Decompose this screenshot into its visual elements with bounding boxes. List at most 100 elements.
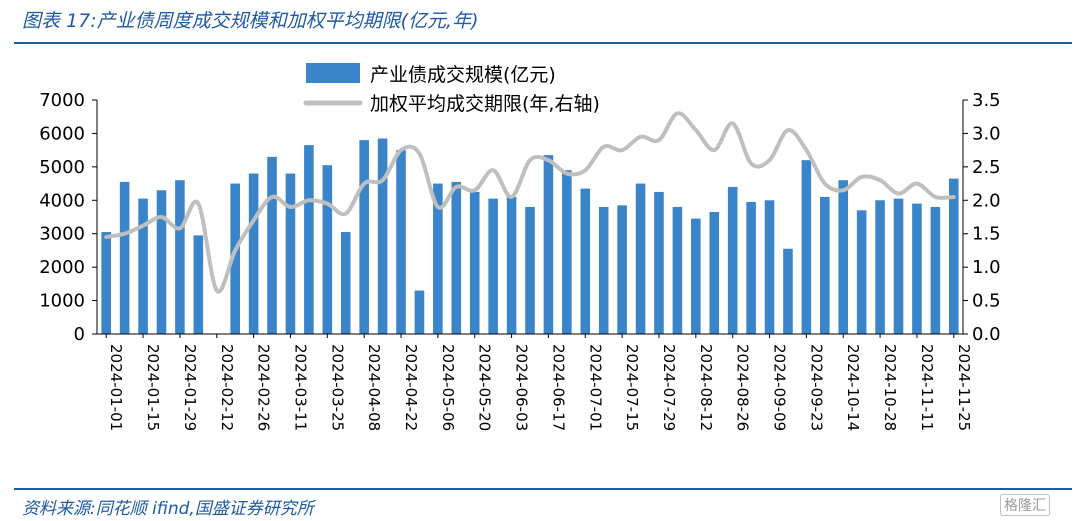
left-tick-label: 4000 — [39, 190, 85, 211]
bar — [451, 181, 462, 334]
bar — [801, 160, 812, 334]
bar — [322, 165, 333, 334]
left-tick-label: 1000 — [39, 291, 85, 312]
line-series — [104, 111, 956, 294]
left-tick-label: 3000 — [39, 224, 85, 245]
bar — [285, 173, 296, 334]
x-tick-label: 2024-04-08 — [365, 344, 383, 431]
right-tick-label: 0.0 — [972, 324, 1001, 345]
bar — [948, 178, 959, 334]
bar — [543, 155, 554, 334]
bar — [101, 232, 112, 334]
right-tick-label: 2.5 — [972, 157, 1001, 178]
bar — [414, 290, 425, 334]
bar — [912, 203, 922, 334]
x-tick-label: 2024-09-09 — [771, 344, 789, 431]
x-tick-label: 2024-10-28 — [881, 344, 899, 431]
left-tick-label: 2000 — [39, 257, 85, 278]
x-tick-label: 2024-05-20 — [476, 344, 494, 431]
bar — [580, 188, 591, 334]
bar — [433, 183, 443, 334]
bar — [562, 170, 572, 334]
bar — [727, 186, 738, 334]
bar — [746, 201, 756, 334]
bar — [691, 218, 701, 334]
bar — [617, 205, 627, 334]
footer-rule — [14, 488, 1072, 490]
left-tick-label: 5000 — [39, 157, 85, 178]
bar — [709, 211, 720, 334]
x-tick-label: 2024-08-26 — [734, 344, 752, 431]
bar — [820, 196, 830, 334]
bar — [267, 156, 277, 334]
bar — [838, 180, 849, 334]
duration-line — [104, 111, 956, 294]
bar — [340, 232, 351, 334]
bar — [469, 191, 480, 334]
bar — [598, 206, 609, 334]
axes: 0 1000 2000 3000 4000 5000 6000 7000 0.0 0.5 1.0 1.… — [39, 90, 1000, 431]
x-tick-label: 2024-02-12 — [218, 344, 236, 431]
x-tick-label: 2024-07-29 — [660, 344, 678, 431]
right-tick-label: 0.5 — [972, 291, 1001, 312]
x-tick-label: 2024-02-26 — [255, 344, 273, 431]
legend-label-line: 加权平均成交期限(年,右轴) — [370, 93, 600, 115]
bar — [525, 206, 535, 334]
x-tick-label: 2024-06-17 — [549, 344, 567, 431]
bar — [156, 190, 167, 334]
x-tick-label: 2024-07-15 — [623, 344, 641, 431]
left-tick-label: 7000 — [39, 90, 85, 111]
bar — [654, 191, 664, 334]
bar — [506, 196, 517, 334]
bar — [764, 200, 775, 334]
left-tick-label: 6000 — [39, 123, 85, 144]
legend-swatch-bar — [306, 63, 360, 83]
right-tick-label: 1.0 — [972, 257, 1001, 278]
legend: 产业债成交规模(亿元) 加权平均成交期限(年,右轴) — [303, 63, 600, 115]
x-tick-label: 2024-04-22 — [402, 344, 420, 431]
right-tick-label: 2.0 — [972, 190, 1001, 211]
title-rule — [14, 42, 1072, 44]
legend-label-bar: 产业债成交规模(亿元) — [370, 64, 556, 86]
bar — [377, 138, 388, 334]
right-tick-label: 1.5 — [972, 224, 1001, 245]
x-tick-label: 2024-03-11 — [291, 344, 309, 431]
bar — [875, 200, 885, 334]
right-tick-label: 3.5 — [972, 90, 1001, 111]
bar — [856, 210, 867, 334]
x-tick-label: 2024-03-25 — [328, 344, 346, 431]
bar — [138, 198, 148, 334]
x-tick-label: 2024-01-15 — [144, 344, 162, 431]
bar — [783, 248, 793, 334]
bar — [119, 181, 130, 334]
bar — [193, 235, 204, 334]
x-tick-label: 2024-01-29 — [181, 344, 199, 431]
bar — [635, 183, 646, 334]
bar — [304, 145, 314, 334]
bar — [248, 173, 259, 334]
x-tick-label: 2024-11-25 — [955, 344, 973, 431]
x-tick-label: 2024-09-23 — [807, 344, 825, 431]
bar — [893, 198, 904, 334]
bar — [396, 150, 406, 334]
bar — [175, 180, 185, 334]
bar — [488, 198, 498, 334]
x-tick-label: 2024-08-12 — [697, 344, 715, 431]
x-tick-label: 2024-06-03 — [513, 344, 531, 431]
source-note: 资料来源:同花顺 ifind,国盛证券研究所 — [22, 499, 314, 519]
x-tick-label: 2024-01-01 — [107, 344, 125, 431]
x-tick-label: 2024-10-14 — [844, 344, 862, 431]
bar — [930, 206, 941, 334]
watermark-logo: 格隆汇 — [1000, 494, 1050, 516]
x-tick-label: 2024-11-11 — [918, 344, 936, 431]
bar-series — [101, 138, 959, 334]
left-tick-label: 0 — [74, 324, 85, 345]
x-tick-label: 2024-05-06 — [439, 344, 457, 431]
bar — [230, 183, 240, 334]
x-tick-label: 2024-07-01 — [586, 344, 604, 431]
chart-title: 图表 17:产业债周度成交规模和加权平均期限(亿元,年) — [22, 10, 479, 32]
bar — [672, 206, 683, 334]
bar — [359, 140, 369, 334]
right-tick-label: 3.0 — [972, 123, 1001, 144]
